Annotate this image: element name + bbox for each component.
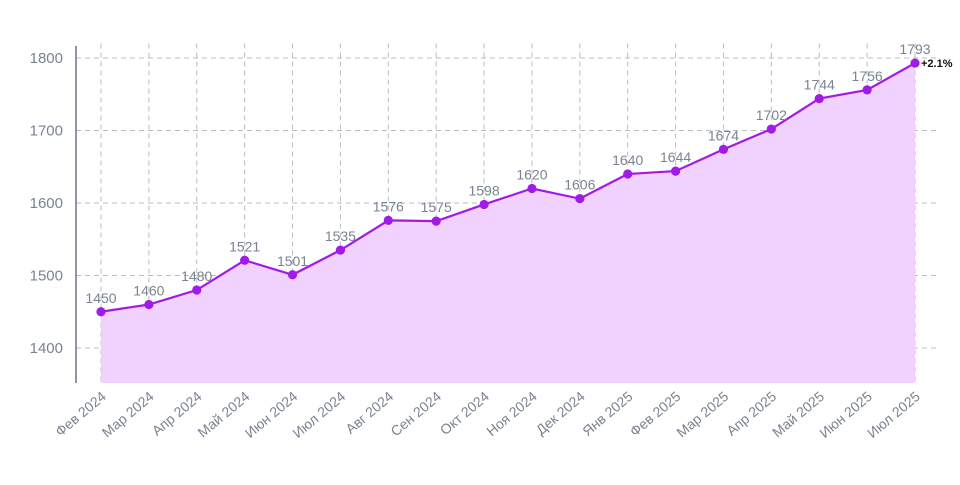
y-axis-ticks: 1400 1500 1600 1700 1800 xyxy=(30,50,63,357)
data-point xyxy=(910,58,920,68)
data-point xyxy=(240,255,250,265)
y-tick-label: 1400 xyxy=(30,340,63,357)
data-point xyxy=(623,169,633,179)
x-tick-label: Июл 2024 xyxy=(289,388,348,441)
data-point xyxy=(766,124,776,134)
data-labels: 1450 1460 1480 1521 1501 1535 1576 1575 1598 1620… xyxy=(85,41,930,306)
y-tick-label: 1800 xyxy=(30,50,63,67)
y-tick-label: 1600 xyxy=(30,195,63,212)
data-label: 1576 xyxy=(373,198,404,214)
data-label: 1575 xyxy=(421,199,452,215)
data-points xyxy=(96,58,920,317)
data-point xyxy=(814,94,824,104)
data-point xyxy=(383,215,393,225)
change-annotation: +2.1% xyxy=(921,58,953,70)
x-tick-label: Сен 2024 xyxy=(387,388,444,439)
x-tick-label: Дек 2024 xyxy=(533,388,588,438)
data-label: 1535 xyxy=(325,228,356,244)
series-line xyxy=(100,62,916,313)
data-point xyxy=(192,285,202,295)
data-point xyxy=(575,194,585,204)
x-tick-label: Ноя 2024 xyxy=(483,388,540,439)
data-label: 1744 xyxy=(804,77,835,93)
data-label: 1644 xyxy=(660,149,691,165)
y-tick-label: 1500 xyxy=(30,268,63,285)
data-point xyxy=(862,85,872,95)
data-label: 1450 xyxy=(85,290,116,306)
data-label: 1640 xyxy=(612,152,643,168)
x-tick-label: Янв 2025 xyxy=(579,388,636,439)
data-point xyxy=(527,183,537,194)
data-label: 1756 xyxy=(852,68,883,84)
data-point xyxy=(670,166,681,176)
data-label: 1480 xyxy=(181,268,212,284)
x-tick-label: Мар 2024 xyxy=(99,388,157,441)
x-tick-label: Окт 2024 xyxy=(437,388,492,438)
series-area-fill xyxy=(101,63,915,383)
data-label: 1598 xyxy=(468,182,499,198)
data-label: 1521 xyxy=(229,238,260,254)
data-label: 1606 xyxy=(564,177,595,193)
data-point xyxy=(431,216,441,226)
data-point xyxy=(287,270,298,280)
data-label: 1620 xyxy=(516,167,547,183)
y-tick-label: 1700 xyxy=(30,123,63,140)
x-tick-label: Июл 2025 xyxy=(864,388,923,441)
data-label: 1460 xyxy=(133,283,164,299)
data-point xyxy=(335,245,346,255)
data-label: 1501 xyxy=(277,253,308,269)
data-label: 1702 xyxy=(756,107,787,123)
data-point xyxy=(144,299,154,310)
data-point xyxy=(96,307,106,317)
data-point xyxy=(718,144,729,154)
data-label: 1793 xyxy=(899,41,930,57)
x-tick-label: Мар 2025 xyxy=(673,388,731,441)
data-label: 1674 xyxy=(708,127,739,143)
data-point xyxy=(479,199,489,210)
